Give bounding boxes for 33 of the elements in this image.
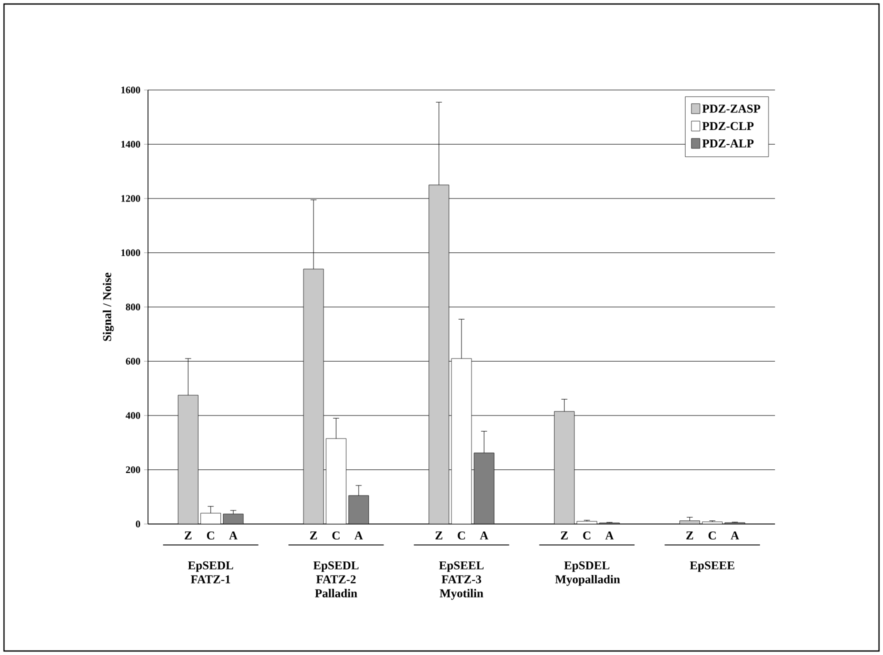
x-tick-label: EpSEDL FATZ-2 Palladin bbox=[313, 561, 359, 598]
text: C bbox=[583, 532, 590, 540]
x-tick-label: EpSDEL Myopalladin bbox=[555, 561, 620, 586]
y-tick-label: 800 bbox=[126, 304, 140, 310]
legend-label: PDZ-ZASP bbox=[702, 104, 760, 113]
text: A bbox=[354, 532, 363, 540]
y-tick-label: 1400 bbox=[121, 140, 140, 148]
y-tick-label: 200 bbox=[126, 466, 140, 474]
legend-label: PDZ-ALP bbox=[702, 139, 754, 148]
text: A bbox=[605, 532, 614, 540]
y-tick-label: 1200 bbox=[121, 195, 140, 202]
text: Z bbox=[436, 532, 442, 540]
y-tick-label: 400 bbox=[126, 412, 140, 419]
text: Z bbox=[310, 532, 317, 540]
y-tick-label: 1600 bbox=[121, 86, 140, 94]
y-tick-label: 0 bbox=[136, 520, 140, 528]
text: A bbox=[480, 532, 488, 540]
text: C bbox=[206, 532, 214, 540]
text: C bbox=[458, 532, 465, 540]
x-tick-label: EpSEEL FATZ-3 Myotilin bbox=[439, 561, 484, 600]
text: Z bbox=[686, 532, 694, 540]
text: A bbox=[229, 532, 238, 540]
legend-label: PDZ-CLP bbox=[702, 122, 754, 130]
text: Z bbox=[184, 532, 192, 540]
y-tick-label: 1000 bbox=[121, 249, 140, 256]
x-tick-label: EpSEEE bbox=[690, 561, 734, 572]
x-tick-label: EpSEDL FATZ-1 bbox=[188, 561, 234, 584]
text: C bbox=[708, 532, 716, 540]
text: C bbox=[332, 532, 340, 540]
y-tick-label: 600 bbox=[126, 358, 140, 365]
y-axis-title: Signal / Noise bbox=[102, 272, 114, 341]
text: A bbox=[730, 532, 740, 540]
text: Z bbox=[560, 532, 568, 540]
